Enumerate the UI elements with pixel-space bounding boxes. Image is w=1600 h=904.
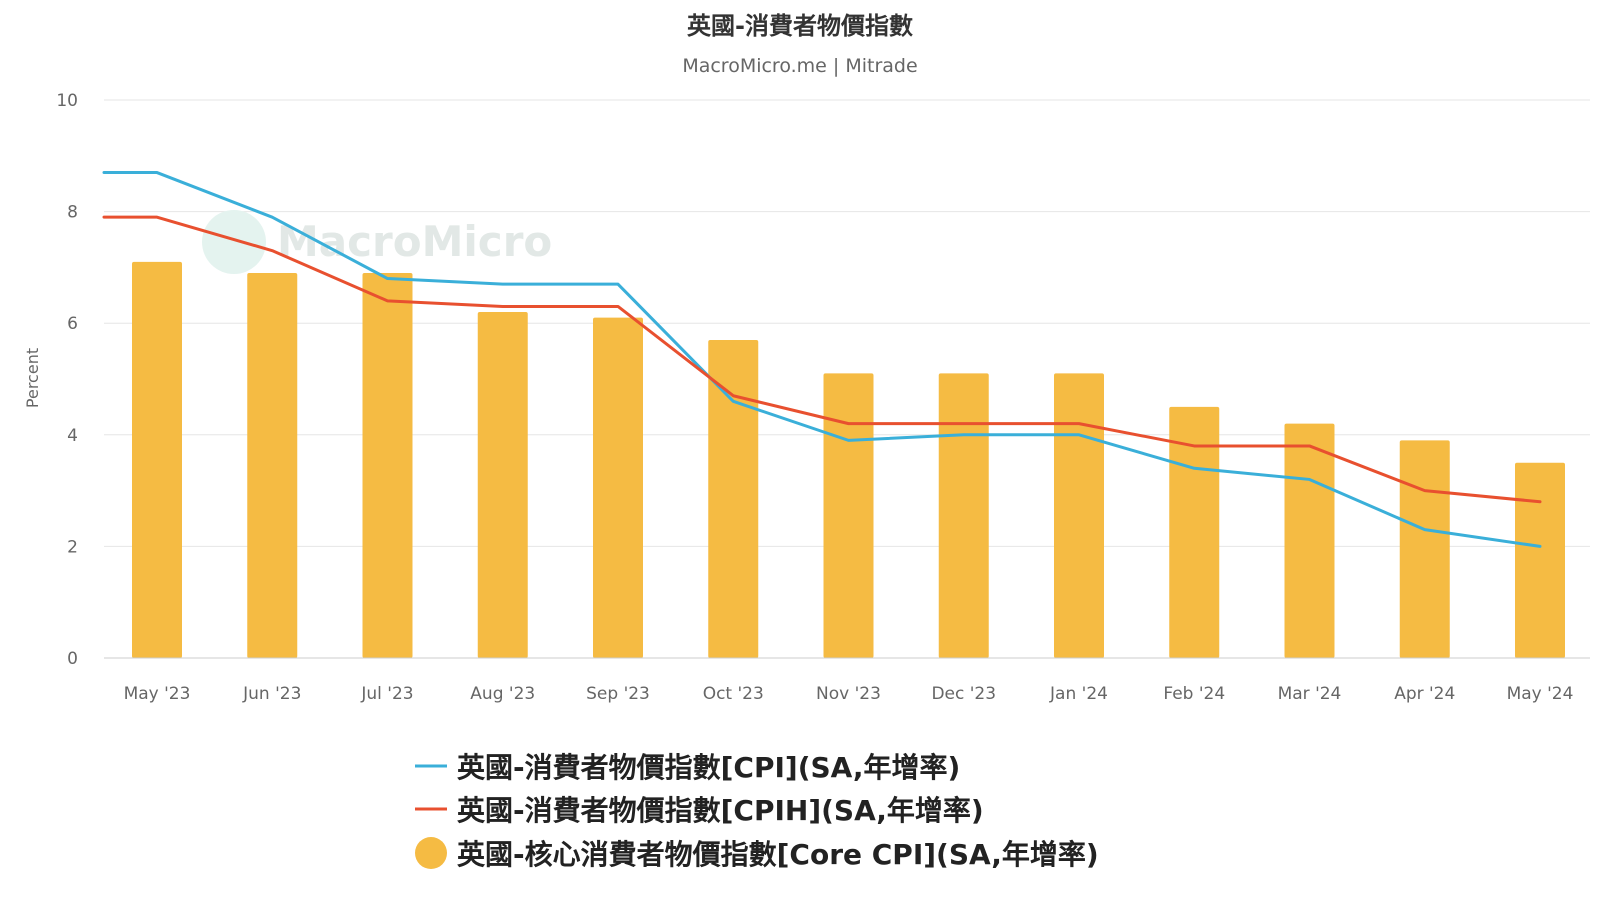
watermark-logo-icon: [202, 210, 266, 274]
bar-core-cpi[interactable]: [708, 339, 759, 658]
line-series: [102, 171, 1542, 548]
x-tick-label: Nov '23: [816, 684, 881, 704]
legend-label: 英國-消費者物價指數[CPI](SA,年增率): [457, 751, 960, 784]
bar-series-core-cpi: [132, 261, 1565, 658]
x-tick-label: May '23: [124, 684, 191, 704]
chart-title: 英國-消費者物價指數: [687, 12, 913, 40]
bar-core-cpi[interactable]: [247, 272, 298, 658]
watermark: MacroMicro: [202, 210, 552, 274]
line-cpih[interactable]: [102, 215, 1542, 504]
x-tick-label: Jul '23: [360, 684, 413, 704]
watermark-text: MacroMicro: [277, 217, 552, 266]
bar-core-cpi[interactable]: [593, 317, 643, 658]
bar-core-cpi[interactable]: [1399, 440, 1450, 658]
x-tick-label: Mar '24: [1278, 684, 1342, 704]
legend-circle-symbol: [415, 837, 447, 869]
x-tick-label: Sep '23: [586, 684, 650, 704]
y-tick-label: 6: [67, 314, 78, 334]
legend-item[interactable]: 英國-核心消費者物價指數[Core CPI](SA,年增率): [415, 837, 1099, 871]
legend-item[interactable]: 英國-消費者物價指數[CPI](SA,年增率): [415, 751, 960, 784]
bar-core-cpi[interactable]: [823, 373, 874, 658]
chart-subtitle: MacroMicro.me | Mitrade: [682, 55, 917, 77]
bar-core-cpi[interactable]: [362, 272, 413, 658]
x-tick-label: Apr '24: [1394, 684, 1455, 704]
x-tick-label: Aug '23: [470, 684, 535, 704]
x-tick-label: May '24: [1507, 684, 1574, 704]
x-tick-label: Feb '24: [1163, 684, 1225, 704]
x-tick-label: Dec '23: [931, 684, 996, 704]
bar-core-cpi[interactable]: [477, 312, 528, 658]
y-tick-label: 0: [67, 649, 78, 669]
legend[interactable]: 英國-消費者物價指數[CPI](SA,年增率) 英國-消費者物價指數[CPIH](…: [415, 751, 1099, 871]
bar-core-cpi[interactable]: [1054, 373, 1104, 658]
bar-core-cpi[interactable]: [132, 261, 182, 658]
bar-core-cpi[interactable]: [1515, 462, 1565, 658]
bar-core-cpi[interactable]: [938, 373, 989, 658]
y-tick-label: 2: [67, 537, 78, 557]
legend-item[interactable]: 英國-消費者物價指數[CPIH](SA,年增率): [415, 794, 984, 827]
x-tick-label: Jan '24: [1049, 684, 1108, 704]
y-tick-label: 4: [67, 426, 78, 446]
line-cpi[interactable]: [102, 171, 1542, 548]
legend-label: 英國-消費者物價指數[CPIH](SA,年增率): [457, 794, 984, 827]
legend-label: 英國-核心消費者物價指數[Core CPI](SA,年增率): [457, 838, 1099, 871]
y-tick-label: 10: [56, 91, 78, 111]
bar-core-cpi[interactable]: [1284, 423, 1335, 658]
x-tick-label: Oct '23: [703, 684, 764, 704]
axes: 0 2 4 6 8 10 May '23 Jun '23 Jul '23 Aug '23 Sep '…: [56, 91, 1590, 704]
gridlines: [104, 99, 1590, 547]
x-tick-label: Jun '23: [242, 684, 301, 704]
y-tick-label: 8: [67, 203, 78, 223]
y-axis-title: Percent: [23, 348, 42, 408]
